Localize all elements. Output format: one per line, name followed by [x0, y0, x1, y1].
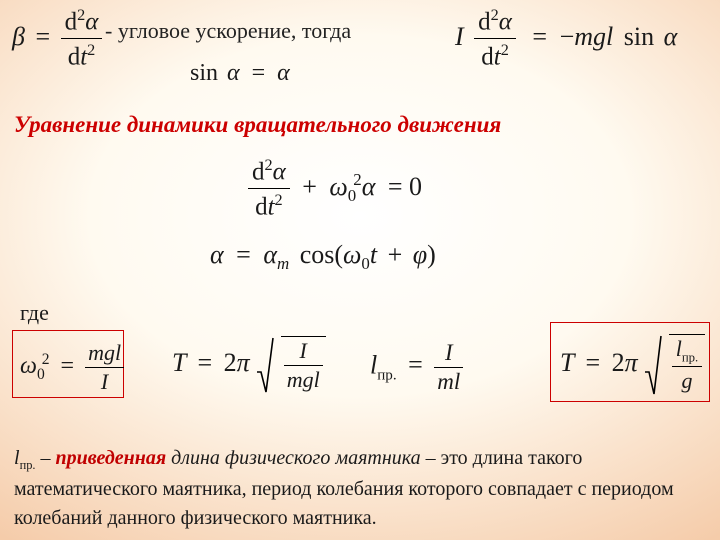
- w0-sup: 2: [42, 351, 50, 368]
- sin-arg: α: [224, 60, 240, 86]
- w0-eq: =: [56, 353, 80, 379]
- ode-eq0: = 0: [382, 172, 422, 201]
- t-den-sup: 2: [87, 41, 95, 59]
- rotational-dynamics-heading: Уравнение динамики вращательного движени…: [14, 112, 501, 138]
- T2-pi: π: [625, 348, 638, 377]
- ode-omega: ω: [329, 172, 347, 201]
- moment-I: I: [455, 22, 464, 51]
- period-phys: T = 2π I mgl: [172, 336, 326, 394]
- T1-den: mgl: [284, 365, 323, 393]
- foot-dash: –: [41, 447, 56, 469]
- tor-alpha: α: [661, 22, 678, 51]
- ode-t-den: t: [268, 194, 275, 221]
- sol-omega-sub: 0: [361, 254, 369, 273]
- omega0-def: ω02 = mgl I: [20, 340, 124, 395]
- approx-rhs: α: [277, 60, 290, 86]
- sol-eq: =: [230, 240, 257, 269]
- sol-omega: ω: [343, 240, 361, 269]
- w0-num: mgl: [85, 340, 124, 367]
- tor-m: m: [574, 22, 593, 51]
- where-label: где: [20, 300, 49, 326]
- tor-sin: sin: [620, 22, 654, 51]
- tor-g: g: [593, 22, 606, 51]
- ode-alpha2: α: [362, 172, 376, 201]
- sol-alpha: α: [210, 240, 224, 269]
- tor-d-den: d: [481, 44, 494, 71]
- ode-alpha-num: α: [273, 158, 286, 185]
- sol-phi: φ: [413, 240, 427, 269]
- tor-t-den-sup: 2: [501, 41, 509, 59]
- T1-num: I: [284, 338, 323, 365]
- ode-d-den: d: [255, 194, 268, 221]
- w0-lhs: ω: [20, 353, 37, 379]
- sol-t: t: [370, 240, 377, 269]
- eq-sign-approx: =: [246, 60, 272, 86]
- ode-equation: d2α dt2 + ω02α = 0: [248, 156, 422, 222]
- w0-den: I: [85, 367, 124, 395]
- foot-italic: длина физического маятника: [166, 447, 420, 469]
- torque-frac: d2α dt2: [474, 6, 516, 72]
- sin-word: sin: [190, 60, 218, 86]
- T2-lhs: T: [560, 348, 574, 377]
- ode-frac: d2α dt2: [248, 156, 290, 222]
- period-reduced: T = 2π lпр. g: [560, 334, 705, 396]
- ode-plus: +: [296, 172, 323, 201]
- eq-sign-1: =: [31, 22, 54, 51]
- T2-eq: =: [581, 348, 606, 377]
- torque-equation: I d2α dt2 = −mgl sin α: [455, 6, 677, 72]
- lpr-num: I: [434, 340, 463, 367]
- T1-lhs: T: [172, 348, 186, 377]
- sol-lp: (: [334, 240, 343, 269]
- lpr-def: lпр. = I ml: [370, 340, 463, 395]
- beta-sym: β: [12, 22, 25, 51]
- solution-equation: α = αm cos(ω0t + φ): [210, 240, 436, 274]
- d-num: d: [65, 8, 78, 35]
- sol-alpham-sub: m: [277, 254, 289, 273]
- ode-d-num: d: [252, 158, 265, 185]
- T2-two: 2: [612, 348, 625, 377]
- ode-t-den-sup: 2: [275, 191, 283, 209]
- foot-lsub: пр.: [20, 458, 36, 472]
- sol-alpham: α: [263, 240, 277, 269]
- tor-l: l: [606, 22, 613, 51]
- T2-den: g: [672, 366, 703, 394]
- tor-t-den: t: [494, 44, 501, 71]
- T1-eq: =: [193, 348, 218, 377]
- T1-sqrt: I mgl: [256, 336, 326, 394]
- tor-d-num: d: [478, 8, 491, 35]
- sol-cos: cos: [296, 240, 335, 269]
- w0-frac: mgl I: [85, 340, 124, 395]
- tor-eq: =: [526, 22, 553, 51]
- lpr-eq: =: [403, 350, 428, 379]
- T2-num-sub: пр.: [682, 350, 698, 364]
- ode-omega-sup: 2: [353, 170, 361, 189]
- alpha-num: α: [85, 8, 98, 35]
- foot-red: приведенная: [56, 447, 167, 469]
- lpr-sub: пр.: [377, 368, 396, 384]
- sqrt-icon-2: [644, 334, 662, 396]
- small-angle-approx: sin α = α: [190, 60, 290, 87]
- sol-plus: +: [384, 240, 407, 269]
- beta-definition: β = d2α dt2: [12, 6, 102, 72]
- angular-accel-text: - угловое ускорение, тогда: [105, 18, 351, 44]
- tor-minus: −: [560, 22, 575, 51]
- sol-rp: ): [427, 240, 436, 269]
- T1-pi: π: [237, 348, 250, 377]
- beta-frac: d2α dt2: [61, 6, 103, 72]
- lpr-frac: I ml: [434, 340, 463, 395]
- footer-paragraph: lпр. – приведенная длина физического мая…: [14, 444, 706, 533]
- tor-alpha-num: α: [499, 8, 512, 35]
- T2-sqrt: lпр. g: [644, 334, 705, 396]
- T1-two: 2: [224, 348, 237, 377]
- d-den: d: [68, 44, 81, 71]
- tor-d-num-sup: 2: [491, 6, 499, 24]
- lpr-den: ml: [434, 367, 463, 395]
- w0-sub: 0: [37, 366, 45, 383]
- sqrt-icon: [256, 336, 274, 394]
- ode-d-num-sup: 2: [265, 156, 273, 174]
